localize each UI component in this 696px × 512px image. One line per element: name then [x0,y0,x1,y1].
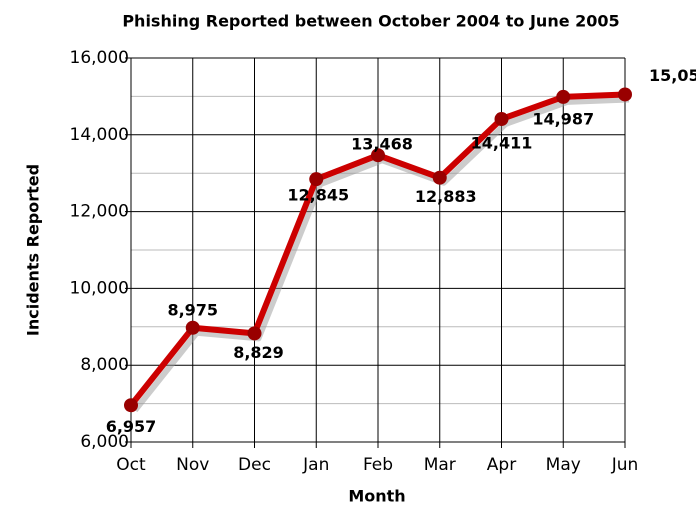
data-label: 12,883 [415,187,477,206]
point [556,89,571,104]
data-label: 6,957 [106,417,157,436]
point [432,170,447,185]
data-label: 13,468 [351,135,413,154]
y-tick-label: 12,000 [70,202,129,222]
data-label: 14,987 [532,109,594,128]
point [618,87,632,102]
chart-title: Phishing Reported between October 2004 t… [122,12,619,31]
y-tick-label: 8,000 [80,355,129,375]
data-label: 8,829 [233,343,284,362]
x-tick-label: Apr [487,455,516,475]
x-tick-label: Jan [302,455,329,475]
data-label: 14,411 [471,134,533,153]
x-tick-label: Oct [116,455,146,475]
y-axis-label: Incidents Reported [24,164,43,336]
x-tick-label: Nov [176,455,209,475]
x-tick-label: Mar [424,455,456,475]
point [247,326,262,341]
x-axis-label: Month [348,487,405,506]
data-label: 8,975 [167,300,218,319]
y-tick-label: 14,000 [70,125,129,145]
point [309,172,324,187]
x-tick-label: Feb [363,455,393,475]
point [494,112,509,127]
data-label: 12,845 [287,186,349,205]
x-tick-label: May [546,455,581,475]
x-tick-label: Dec [238,455,271,475]
x-tick-label: Jun [611,455,639,475]
point [371,148,385,163]
point [124,398,138,413]
data-label: 15,050 [649,66,696,85]
point [185,320,200,335]
y-tick-label: 6,000 [80,432,129,452]
y-tick-label: 16,000 [70,48,129,68]
y-tick-label: 10,000 [70,278,129,298]
